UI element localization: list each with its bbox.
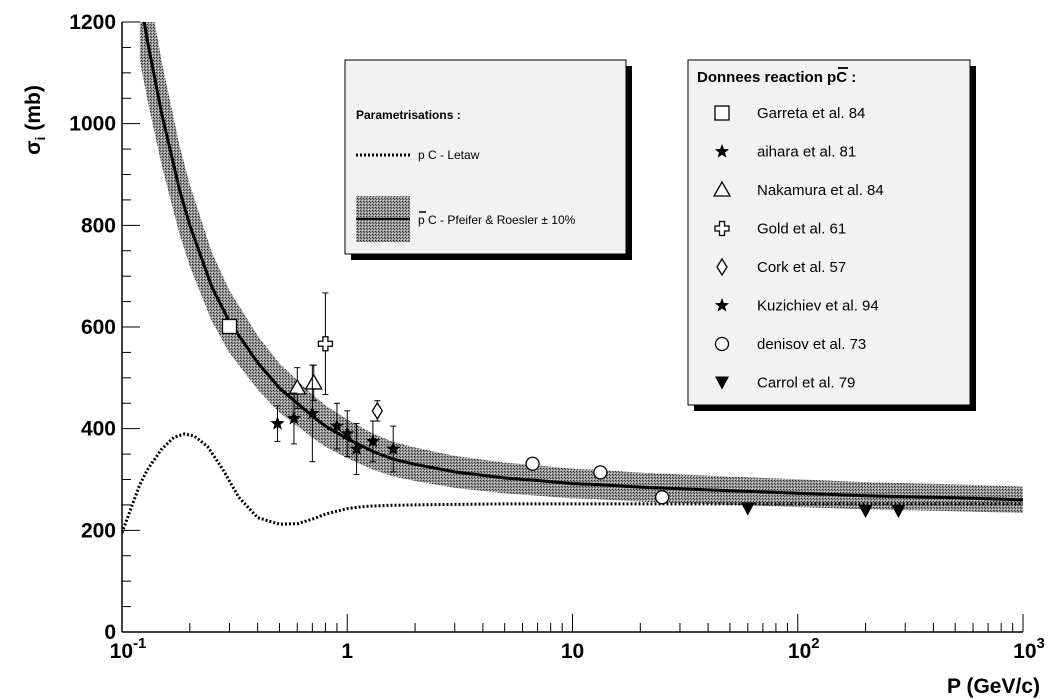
x-axis-title: P (GeV/c) [947,675,1040,698]
data-point-triangle-down [740,502,755,516]
legend-marker-cross [714,220,730,237]
legend-entry-label: Cork et al. 57 [757,259,846,276]
y-axis-unit: (mb) [22,85,45,131]
legend-entry-label: Kuzichiev et al. 94 [757,298,879,315]
data-point-filled-star [349,441,364,456]
x-tick-label: 1 [341,640,353,663]
data-set-3 [317,292,334,396]
data-set-6 [525,456,670,505]
data-set-4 [371,400,384,422]
data-point-filled-star [386,441,401,456]
legend-entry-label: Garreta et al. 84 [757,105,865,122]
letaw-curve [122,432,1023,534]
data-point-star [270,416,285,430]
legend-letaw-label: p C - Letaw [418,148,480,162]
legend-entry-label: Carrol et al. 79 [757,375,855,392]
legend-band-pbar: p [418,213,425,227]
data-legend-title-post: C : [836,69,856,86]
y-axis-subscript: i [32,137,48,141]
legend-marker-square [714,105,730,121]
data-point-filled-star [365,433,380,448]
data-point-filled-star [286,411,302,425]
legend-entry: denisov et al. 73 [714,336,866,353]
data-point-square [221,318,238,335]
data-point-triangle-down [858,505,873,519]
data-legend-entries: Garreta et al. 84 aihara et al. 81 Nakamur… [712,105,884,392]
svg-text:σi(mb): σi (mb) [22,85,48,155]
pfeifer-roesler-center-line [142,22,1023,502]
plot-area [122,22,1023,534]
legend-marker-circle [714,336,730,352]
y-tick-label: 1200 [69,11,116,34]
axes: 0 200 400 600 800 1000 1200 10-1 1 10 102 103 [69,11,1045,663]
data-point-diamond [371,401,384,421]
data-point-cross [317,336,334,352]
legend-entry: Garreta et al. 84 [714,105,865,122]
y-axis-title: σi (mb) [22,85,48,155]
data-set-0 [221,318,238,335]
legend-entry: Cork et al. 57 [716,257,846,277]
data-point-circle [525,456,540,471]
data-point-circle [654,490,670,505]
x-tick-label: 102 [788,635,820,663]
data-point-filled-star [329,418,345,433]
data-point-circle [593,465,608,480]
parametrisations-legend: Parametrisations : p C - Letaw p C - Pfe… [344,59,632,260]
legend-entry: aihara et al. 81 [714,144,856,161]
legend-entry: Gold et al. 61 [714,220,846,238]
legend-marker-diamond [716,257,728,277]
x-tick-label: 10 [561,640,584,663]
y-tick-label: 1000 [69,113,116,136]
data-point-filled-star [340,426,355,440]
legend-params-title: Parametrisations : [356,108,461,122]
legend-marker-triangle [712,180,732,197]
y-tick-label: 0 [104,621,116,644]
legend-marker-triangle-down [715,376,729,390]
data-point-triangle-down [891,505,906,519]
y-tick-label: 800 [81,214,116,237]
data-legend-title: Donnees reaction pC : [697,69,856,86]
data-point-triangle [288,378,307,395]
legend-band-rest: C - Pfeifer & Roesler ± 10% [425,213,576,227]
y-axis-symbol: σ [22,141,45,155]
legend-band-label: p C - Pfeifer & Roesler ± 10% [418,213,576,227]
legend-marker-filled-star [714,298,730,312]
y-tick-label: 400 [81,418,116,441]
data-set-2 [288,364,323,409]
y-tick-label: 200 [81,519,116,542]
legend-entry-label: Gold et al. 61 [757,221,846,238]
data-legend-title-pre: Donnees reaction [697,69,827,86]
legend-marker-star [714,144,730,158]
legend-entry: Carrol et al. 79 [715,375,855,392]
legend-entry: Nakamura et al. 84 [712,180,884,199]
data-point-triangle [304,373,323,390]
x-tick-label: 103 [1013,635,1045,663]
data-set-5 [286,364,401,475]
legend-entry-label: Nakamura et al. 84 [757,182,884,199]
legend-entry-label: aihara et al. 81 [757,144,856,161]
legend-entry-label: denisov et al. 73 [757,336,866,353]
data-point-filled-star [305,405,320,420]
y-tick-label: 600 [81,316,116,339]
legend-entry: Kuzichiev et al. 94 [714,298,879,315]
data-legend-title-pbar: p [827,69,836,86]
data-legend: Donnees reaction pC : Garreta et al. 84 a… [687,59,976,411]
data-set-7 [740,502,906,519]
data-set-1 [270,405,285,442]
x-tick-label: 10-1 [110,635,147,663]
data-legend-box [687,59,971,406]
